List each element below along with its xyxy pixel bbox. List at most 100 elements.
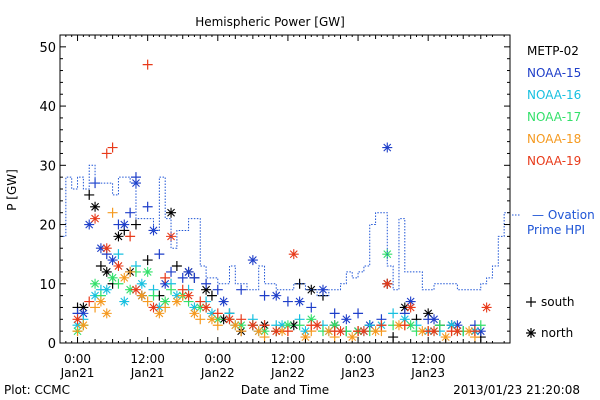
noaa-19-north-point — [288, 249, 299, 260]
noaa-17-south-point — [294, 320, 305, 331]
noaa-18-south-point — [259, 332, 270, 343]
noaa-18-south-point — [125, 266, 136, 277]
metp-02-north-point — [113, 231, 124, 242]
noaa-19-north-point — [148, 302, 159, 313]
noaa-15-south-point — [154, 249, 165, 260]
legend-noaa-17: NOAA-17 — [527, 110, 581, 124]
noaa-19-south-point — [195, 296, 206, 307]
x-tick-label-day: Jan23 — [340, 366, 375, 380]
noaa-19-north-point — [382, 278, 393, 289]
noaa-19-south-point — [212, 308, 223, 319]
noaa-15-north-point — [78, 308, 89, 319]
noaa-17-north-point — [125, 284, 136, 295]
noaa-15-south-point — [329, 308, 340, 319]
y-tick-label: 50 — [39, 41, 56, 56]
metp-02-south-point — [130, 219, 141, 230]
noaa-15-north-point — [84, 219, 95, 230]
noaa-15-north-point — [247, 255, 258, 266]
footer-source: Plot: CCMC — [4, 383, 70, 397]
noaa-19-north-point — [271, 326, 282, 337]
noaa-18-north-point — [417, 326, 428, 337]
noaa-18-north-point — [206, 314, 217, 325]
metp-02-north-point — [218, 314, 229, 325]
noaa-17-north-point — [259, 326, 270, 337]
noaa-17-north-point — [107, 272, 118, 283]
noaa-19-north-point — [130, 284, 141, 295]
noaa-18-north-point — [171, 296, 182, 307]
legend-noaa-18: NOAA-18 — [527, 132, 581, 146]
noaa-19-north-point — [335, 326, 346, 337]
noaa-19-north-point — [405, 302, 416, 313]
x-tick-label-day: Jan21 — [60, 366, 95, 380]
legend: METP-02 NOAA-15 NOAA-16 NOAA-17 NOAA-18 NOAA-… — [512, 44, 595, 340]
noaa-19-north-point — [90, 213, 101, 224]
noaa-15-north-point — [317, 284, 328, 295]
noaa-17-south-point — [434, 320, 445, 331]
plot-frame — [59, 34, 511, 344]
noaa-18-south-point — [142, 296, 153, 307]
noaa-18-north-point — [370, 326, 381, 337]
noaa-18-north-point — [277, 326, 288, 337]
noaa-15-south-point — [212, 284, 223, 295]
noaa-15-south-point — [177, 272, 188, 283]
noaa-19-south-point — [101, 148, 112, 159]
legend-ovation-label-2: Prime HPI — [527, 223, 585, 237]
legend-marker-north-symbol — [526, 328, 536, 338]
noaa-17-north-point — [195, 302, 206, 313]
noaa-17-north-point — [160, 296, 171, 307]
noaa-15-north-point — [382, 142, 393, 153]
noaa-16-north-point — [189, 302, 200, 313]
noaa-15-south-point — [353, 308, 364, 319]
noaa-18-north-point — [154, 308, 165, 319]
noaa-18-south-point — [195, 314, 206, 325]
x-tick-label-time: 0:00 — [64, 352, 91, 366]
noaa-16-north-point — [119, 296, 130, 307]
y-axis: 0 10 20 30 40 50 — [39, 41, 510, 352]
noaa-18-south-point — [236, 326, 247, 337]
noaa-18-north-point — [464, 326, 475, 337]
noaa-16-north-point — [171, 290, 182, 301]
noaa-19-south-point — [399, 320, 410, 331]
noaa-15-north-point — [107, 255, 118, 266]
noaa-17-north-point — [212, 314, 223, 325]
plot-area — [60, 59, 510, 343]
metp-02-north-point — [166, 207, 177, 218]
noaa-19-south-point — [84, 296, 95, 307]
noaa-16-north-point — [277, 320, 288, 331]
noaa-19-north-point — [429, 326, 440, 337]
noaa-15-south-point — [236, 284, 247, 295]
footer-timestamp: 2013/01/23 21:20:08 — [453, 383, 580, 397]
noaa-18-north-point — [300, 332, 311, 343]
noaa-18-south-point — [212, 320, 223, 331]
x-tick-label-day: Jan22 — [270, 366, 305, 380]
noaa-16-north-point — [300, 326, 311, 337]
noaa-15-north-point — [475, 326, 486, 337]
ovation-hpi-line — [60, 164, 510, 297]
noaa-15-north-point — [119, 219, 130, 230]
noaa-17-south-point — [113, 278, 124, 289]
legend-ovation-label: — Ovation — [532, 208, 595, 222]
noaa-19-north-point — [452, 326, 463, 337]
legend-noaa-15: NOAA-15 — [527, 66, 581, 80]
legend-noaa-16: NOAA-16 — [527, 88, 581, 102]
metp-02-south-point — [171, 261, 182, 271]
noaa-17-north-point — [306, 314, 317, 325]
noaa-15-north-point — [341, 314, 352, 325]
noaa-15-south-point — [282, 296, 293, 307]
metp-02-north-point — [201, 284, 212, 295]
noaa-18-north-point — [323, 326, 334, 337]
metp-02-south-point — [95, 261, 106, 271]
x-tick-label-day: Jan21 — [130, 366, 165, 380]
x-tick-label-time: 12:00 — [130, 352, 165, 366]
noaa-19-south-point — [160, 272, 171, 283]
noaa-16-north-point — [154, 302, 165, 313]
y-tick-label: 20 — [39, 219, 56, 234]
metp-02-south-point — [142, 255, 153, 266]
y-tick-label: 30 — [39, 159, 56, 174]
noaa-19-south-point — [177, 284, 188, 295]
y-axis-label: P [GW] — [5, 169, 19, 211]
noaa-15-south-point — [142, 201, 153, 212]
noaa-18-north-point — [101, 308, 112, 319]
noaa-17-north-point — [329, 320, 340, 331]
noaa-18-north-point — [189, 308, 200, 319]
